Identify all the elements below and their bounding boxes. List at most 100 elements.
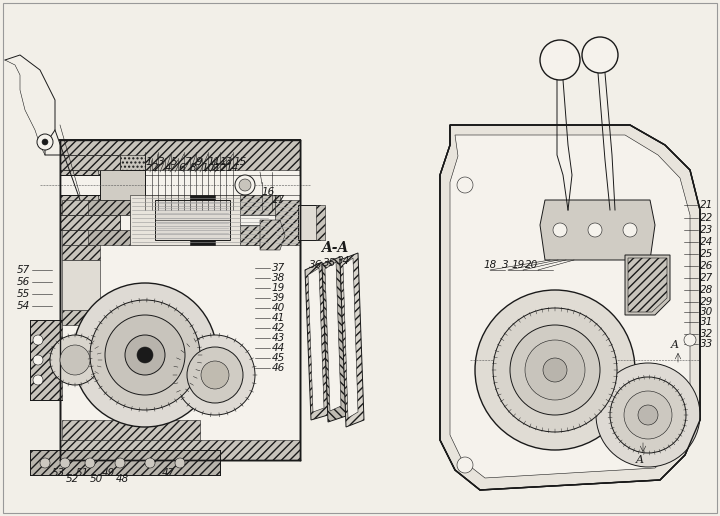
Text: 26: 26 (700, 261, 714, 271)
Text: 53: 53 (51, 468, 65, 478)
Polygon shape (298, 205, 320, 240)
Polygon shape (60, 140, 300, 460)
Text: 14: 14 (226, 163, 239, 173)
Polygon shape (62, 200, 90, 220)
Polygon shape (62, 220, 90, 225)
Text: 13: 13 (220, 157, 233, 167)
Polygon shape (88, 230, 130, 245)
Polygon shape (260, 220, 285, 250)
Text: 47: 47 (161, 468, 175, 478)
Text: 4: 4 (165, 163, 171, 173)
Circle shape (175, 335, 255, 415)
Text: A-A: A-A (321, 241, 348, 255)
Text: 23: 23 (700, 225, 714, 235)
Polygon shape (340, 253, 364, 427)
Polygon shape (60, 140, 300, 170)
Circle shape (475, 290, 635, 450)
Text: 21: 21 (700, 200, 714, 210)
Circle shape (73, 283, 217, 427)
Polygon shape (305, 262, 328, 420)
Text: 33: 33 (700, 339, 714, 349)
Polygon shape (450, 135, 690, 478)
Text: 30: 30 (700, 307, 714, 317)
Polygon shape (316, 205, 325, 240)
Polygon shape (100, 170, 145, 200)
Polygon shape (325, 262, 341, 411)
Text: 34: 34 (338, 256, 351, 266)
Circle shape (239, 179, 251, 191)
Circle shape (50, 335, 100, 385)
Text: 27: 27 (700, 273, 714, 283)
Polygon shape (440, 125, 700, 490)
Text: 24: 24 (700, 237, 714, 247)
Text: 20: 20 (526, 260, 539, 270)
Polygon shape (628, 258, 667, 312)
Text: A: A (671, 340, 679, 350)
Polygon shape (60, 155, 120, 170)
Text: 52: 52 (66, 474, 78, 484)
Circle shape (137, 347, 153, 363)
Text: 3: 3 (502, 260, 508, 270)
Polygon shape (62, 225, 90, 245)
Circle shape (85, 458, 95, 468)
Circle shape (40, 458, 50, 468)
Text: 7: 7 (184, 157, 191, 167)
Text: 54: 54 (17, 301, 30, 311)
Text: 17: 17 (272, 195, 285, 205)
Text: 51: 51 (76, 468, 89, 478)
Polygon shape (308, 268, 324, 412)
Polygon shape (240, 195, 280, 215)
Circle shape (457, 177, 473, 193)
Text: 57: 57 (17, 265, 30, 275)
Polygon shape (60, 155, 120, 170)
Text: 40: 40 (272, 303, 285, 313)
Circle shape (33, 375, 43, 385)
Polygon shape (88, 200, 130, 215)
Circle shape (105, 315, 185, 395)
Polygon shape (62, 260, 100, 310)
Text: 35: 35 (323, 258, 337, 268)
Polygon shape (190, 195, 215, 200)
Circle shape (201, 361, 229, 389)
Polygon shape (240, 225, 280, 245)
Text: 9: 9 (196, 157, 202, 167)
Polygon shape (130, 195, 270, 245)
Text: 19: 19 (511, 260, 525, 270)
Polygon shape (62, 420, 200, 440)
Text: 1: 1 (145, 157, 152, 167)
Text: 36: 36 (310, 260, 323, 270)
Circle shape (638, 405, 658, 425)
Circle shape (457, 457, 473, 473)
Text: 5: 5 (171, 157, 178, 167)
Text: 32: 32 (700, 329, 714, 339)
Text: 41: 41 (272, 313, 285, 323)
Polygon shape (60, 155, 100, 175)
Text: 6: 6 (178, 163, 184, 173)
Text: 3: 3 (158, 157, 165, 167)
Polygon shape (98, 195, 145, 215)
Polygon shape (30, 320, 62, 400)
Circle shape (187, 347, 243, 403)
Circle shape (610, 377, 686, 453)
Text: 31: 31 (700, 317, 714, 327)
Circle shape (684, 334, 696, 346)
Circle shape (623, 223, 637, 237)
Text: 22: 22 (700, 213, 714, 223)
Text: 48: 48 (115, 474, 129, 484)
Text: 50: 50 (89, 474, 103, 484)
Circle shape (235, 175, 255, 195)
Text: 55: 55 (17, 289, 30, 299)
Polygon shape (60, 175, 300, 195)
Text: 49: 49 (102, 468, 114, 478)
Circle shape (596, 363, 700, 467)
Text: 12: 12 (214, 163, 228, 173)
Polygon shape (60, 195, 100, 215)
Circle shape (33, 355, 43, 365)
Polygon shape (625, 255, 670, 315)
Polygon shape (98, 155, 145, 175)
Polygon shape (155, 200, 230, 240)
Polygon shape (30, 450, 220, 475)
Circle shape (115, 458, 125, 468)
Text: 10: 10 (202, 163, 215, 173)
Circle shape (60, 345, 90, 375)
